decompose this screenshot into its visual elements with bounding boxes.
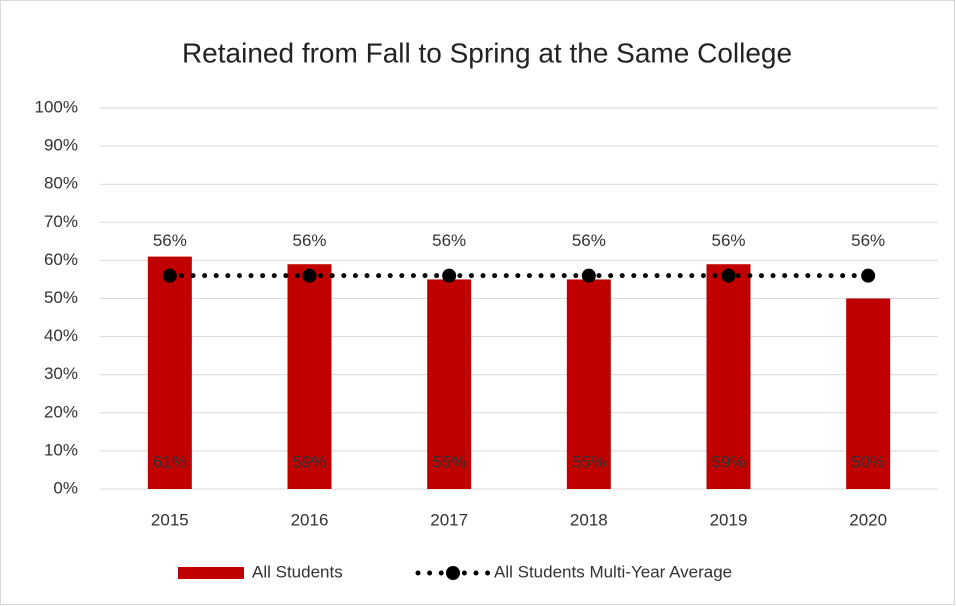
line-value-label: 56%: [572, 231, 606, 250]
y-tick-label: 50%: [44, 288, 78, 307]
average-marker: [302, 268, 317, 283]
bar: [147, 256, 192, 489]
x-tick-label: 2016: [291, 510, 329, 529]
line-value-label: 56%: [292, 231, 326, 250]
bar-value-label: 55%: [432, 452, 466, 471]
y-tick-label: 60%: [44, 250, 78, 269]
x-tick-label: 2017: [430, 510, 468, 529]
line-value-label: 56%: [851, 231, 885, 250]
x-tick-label: 2015: [151, 510, 189, 529]
average-marker: [442, 268, 457, 283]
line-value-label: 56%: [711, 231, 745, 250]
bar: [287, 264, 332, 489]
average-marker: [162, 268, 177, 283]
bar: [846, 298, 891, 489]
y-tick-label: 80%: [44, 174, 78, 193]
chart-title: Retained from Fall to Spring at the Same…: [182, 37, 792, 68]
average-marker: [861, 268, 876, 283]
average-marker: [721, 268, 736, 283]
y-tick-label: 100%: [35, 97, 78, 116]
y-tick-label: 20%: [44, 402, 78, 421]
y-tick-label: 90%: [44, 136, 78, 155]
y-tick-label: 0%: [53, 478, 78, 497]
legend-marker: [446, 566, 460, 580]
x-tick-label: 2019: [710, 510, 748, 529]
average-marker: [581, 268, 596, 283]
bar-value-label: 61%: [153, 452, 187, 471]
bar-value-label: 59%: [292, 452, 326, 471]
bar-value-label: 59%: [711, 452, 745, 471]
bar-value-label: 50%: [851, 452, 885, 471]
y-tick-label: 10%: [44, 440, 78, 459]
y-tick-label: 30%: [44, 364, 78, 383]
bar: [427, 279, 472, 489]
legend-label: All Students: [252, 562, 343, 581]
bar: [706, 264, 751, 489]
legend-label: All Students Multi-Year Average: [494, 562, 732, 581]
x-tick-label: 2018: [570, 510, 608, 529]
line-value-label: 56%: [432, 231, 466, 250]
x-tick-label: 2020: [849, 510, 887, 529]
line-value-label: 56%: [153, 231, 187, 250]
y-tick-label: 40%: [44, 326, 78, 345]
bar: [566, 279, 611, 489]
y-tick-label: 70%: [44, 212, 78, 231]
bar-value-label: 55%: [572, 452, 606, 471]
legend-swatch: [178, 567, 244, 579]
